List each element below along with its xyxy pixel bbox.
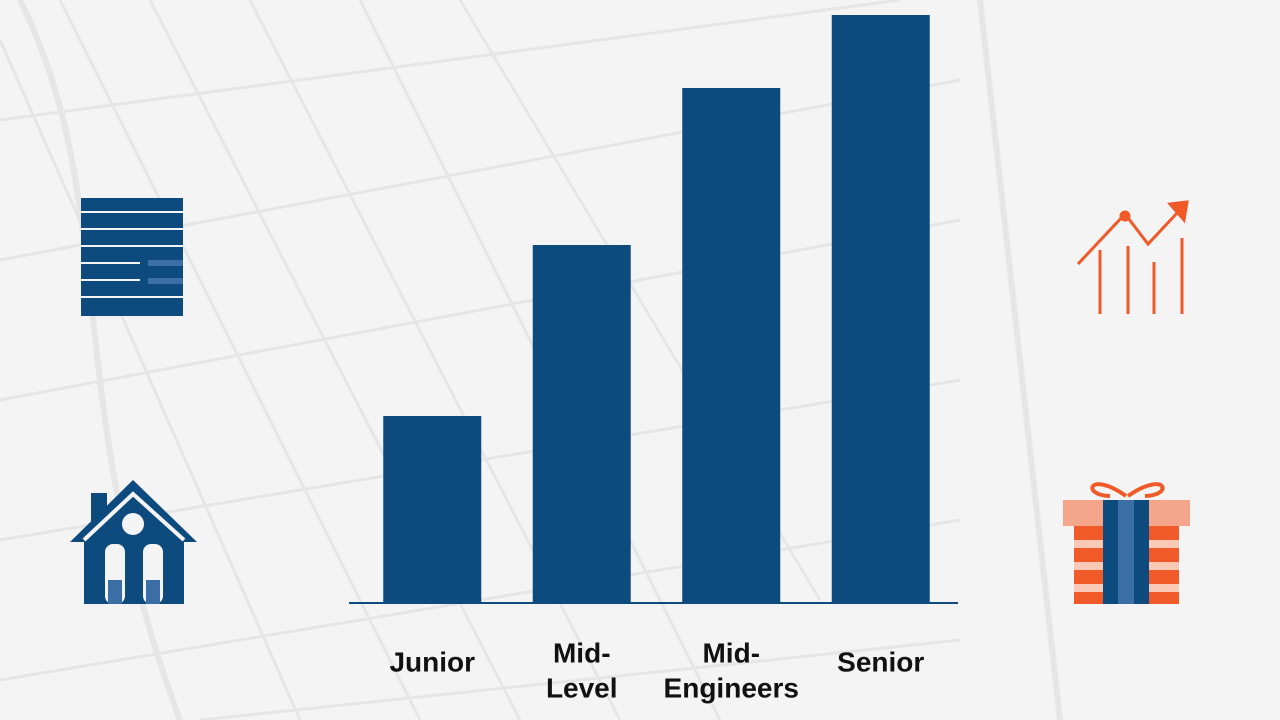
x-tick-label: Engineers bbox=[664, 672, 799, 703]
x-tick-label: Senior bbox=[837, 646, 924, 677]
table-icon bbox=[81, 198, 183, 316]
x-tick-label: Mid- bbox=[553, 637, 611, 668]
bar bbox=[831, 15, 930, 603]
bar bbox=[532, 245, 631, 603]
bar bbox=[682, 88, 781, 603]
x-tick-label: Mid- bbox=[702, 637, 760, 668]
bar bbox=[383, 416, 482, 603]
house-icon bbox=[70, 480, 197, 604]
x-tick-label: Level bbox=[546, 672, 618, 703]
trend-icon bbox=[1076, 200, 1189, 314]
gift-icon bbox=[1063, 482, 1190, 604]
x-tick-label: Junior bbox=[389, 646, 475, 677]
